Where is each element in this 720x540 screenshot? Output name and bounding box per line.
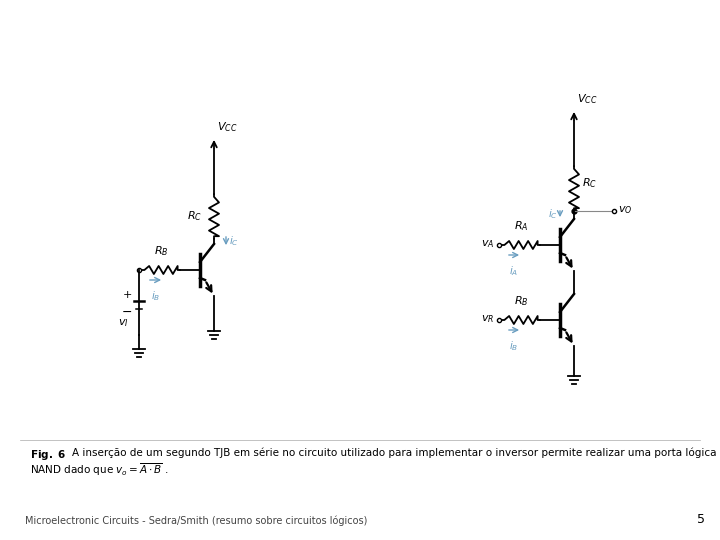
Text: NAND dado que $v_o = \overline{A \cdot B}$ .: NAND dado que $v_o = \overline{A \cdot B… <box>30 461 168 477</box>
Text: A inserção de um segundo TJB em série no circuito utilizado para implementar o i: A inserção de um segundo TJB em série no… <box>72 448 716 458</box>
Text: $V_{CC}$: $V_{CC}$ <box>217 120 238 134</box>
Text: $-$: $-$ <box>121 305 132 318</box>
Text: $V_{CC}$: $V_{CC}$ <box>577 92 598 106</box>
Text: $v_A$: $v_A$ <box>481 238 494 250</box>
Text: $v_O$: $v_O$ <box>618 204 632 216</box>
Text: $v_I$: $v_I$ <box>118 317 129 329</box>
Text: 5: 5 <box>697 513 705 526</box>
Text: $i_B$: $i_B$ <box>509 339 518 353</box>
Text: $\mathbf{Fig.\ 6}$: $\mathbf{Fig.\ 6}$ <box>30 448 66 462</box>
Text: $R_B$: $R_B$ <box>513 294 528 308</box>
Text: $R_C$: $R_C$ <box>187 210 202 224</box>
Text: $i_A$: $i_A$ <box>509 264 518 278</box>
Text: $R_A$: $R_A$ <box>514 219 528 233</box>
Text: $i_B$: $i_B$ <box>150 289 161 303</box>
Text: +: + <box>122 290 132 300</box>
Text: $i_C$: $i_C$ <box>229 234 239 248</box>
Text: $R_C$: $R_C$ <box>582 177 597 191</box>
Text: Microelectronic Circuits - Sedra/Smith (resumo sobre circuitos lógicos): Microelectronic Circuits - Sedra/Smith (… <box>25 516 367 526</box>
Text: $i_C$: $i_C$ <box>548 207 558 221</box>
Text: $v_R$: $v_R$ <box>481 313 494 325</box>
Text: $R_B$: $R_B$ <box>153 244 168 258</box>
